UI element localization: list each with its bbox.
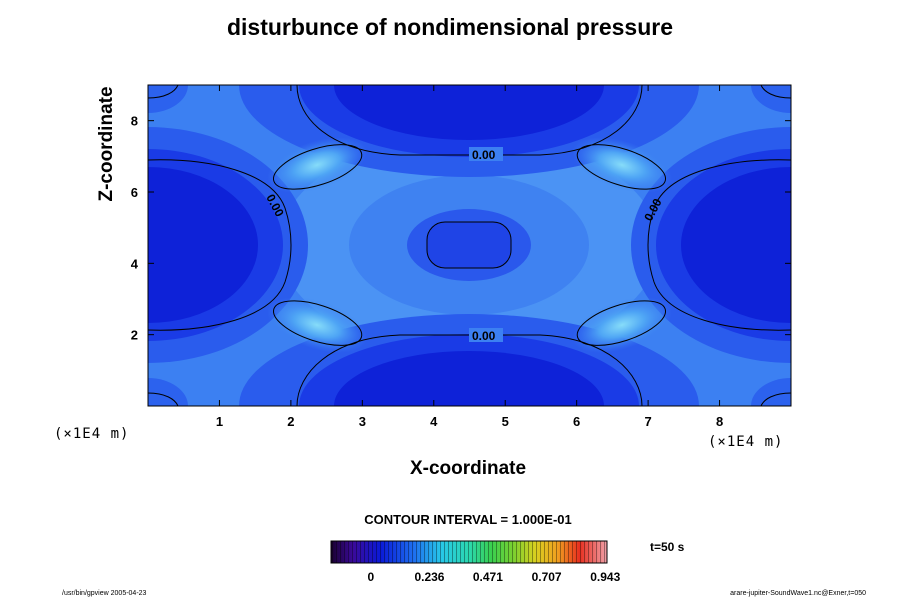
contour-line-peak-lr bbox=[576, 300, 666, 346]
y-axis-label: Z-coordinate bbox=[96, 86, 117, 202]
y-tick-label: 8 bbox=[131, 114, 138, 129]
y-axis-unit: (×1E4 m) bbox=[54, 426, 130, 442]
contour-line-right bbox=[647, 159, 791, 331]
x-tick-label: 4 bbox=[430, 414, 438, 429]
x-axis: 1 2 3 4 5 6 7 8 bbox=[216, 85, 723, 429]
colorbar: 0 0.236 0.471 0.707 0.943 bbox=[330, 540, 621, 584]
y-tick-label: 2 bbox=[131, 328, 138, 343]
contour-line-left bbox=[148, 159, 292, 331]
x-tick-label: 1 bbox=[216, 414, 223, 429]
colorbar-tick-label: 0.943 bbox=[590, 570, 620, 584]
x-tick-label: 2 bbox=[287, 414, 294, 429]
y-tick-label: 4 bbox=[131, 256, 139, 271]
contour-label-top: 0.00 bbox=[472, 148, 496, 162]
field-peak-upper-left bbox=[266, 137, 368, 193]
y-axis: 2 4 6 8 bbox=[131, 114, 791, 343]
contour-line-peak-ll bbox=[273, 300, 363, 346]
contour-line-peak-ul bbox=[273, 144, 363, 190]
x-tick-label: 6 bbox=[573, 414, 580, 429]
footer-source: arare-jupiter-SoundWave1.nc@Exner,t=050 bbox=[730, 590, 866, 597]
field-right-trough bbox=[681, 167, 791, 323]
contour-line-center bbox=[426, 221, 512, 269]
contour-line-peak-ur bbox=[576, 144, 666, 190]
colorbar-frame bbox=[330, 540, 608, 564]
contour-interval: CONTOUR INTERVAL = 1.000E-01 bbox=[364, 512, 572, 527]
field-peak-upper-right bbox=[571, 137, 673, 193]
x-axis-label: X-coordinate bbox=[409, 458, 527, 479]
x-tick-label: 5 bbox=[502, 414, 509, 429]
x-tick-label: 8 bbox=[716, 414, 723, 429]
colorbar-tick-label: 0.707 bbox=[532, 570, 562, 584]
colorbar-tick-label: 0.471 bbox=[473, 570, 503, 584]
chart-title: disturbunce of nondimensional pressure bbox=[226, 14, 673, 40]
colorbar-tick-label: 0.236 bbox=[414, 570, 444, 584]
y-tick-label: 6 bbox=[131, 185, 138, 200]
field-top-trough bbox=[334, 85, 604, 140]
colorbar-tick-label: 0 bbox=[367, 570, 374, 584]
field-center-trough bbox=[427, 222, 511, 268]
x-tick-label: 7 bbox=[644, 414, 651, 429]
contour-field bbox=[148, 85, 791, 406]
time-label: t=50 s bbox=[650, 540, 685, 554]
contour-label-bottom: 0.00 bbox=[472, 329, 496, 343]
footer-command: /usr/bin/gpview 2005-04-23 bbox=[62, 590, 147, 597]
field-peak-lower-right bbox=[571, 297, 673, 353]
x-axis-unit: (×1E4 m) bbox=[708, 434, 784, 450]
x-tick-label: 3 bbox=[359, 414, 366, 429]
field-left-trough bbox=[148, 167, 258, 323]
plot-frame bbox=[147, 84, 792, 407]
field-bottom-trough bbox=[334, 351, 604, 406]
field-peak-lower-left bbox=[266, 297, 368, 353]
